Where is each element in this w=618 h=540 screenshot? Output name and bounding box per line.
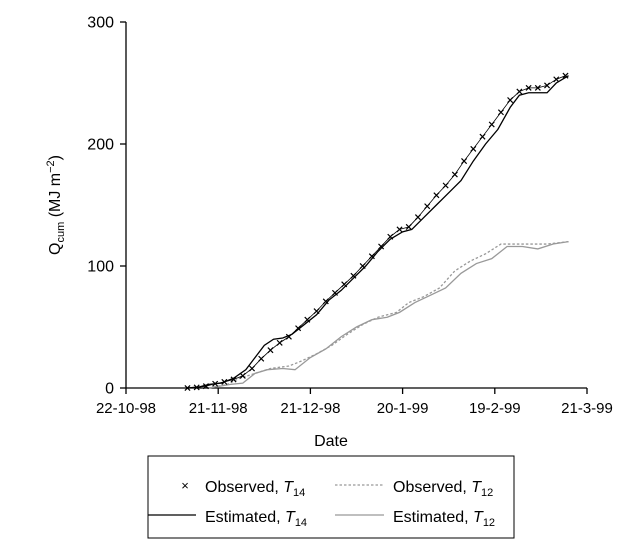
series-line-estimated-t14 [187,75,569,389]
data-point-cross [534,84,541,91]
legend-label-observed-t12: Observed, T12 [393,479,493,499]
data-point-cross [461,158,468,165]
data-point-cross [525,84,532,91]
x-tick-label: 20-1-99 [377,400,429,417]
data-point-cross [544,82,551,89]
data-point-cross [442,182,449,189]
axes [125,22,587,389]
x-tick-label: 21-11-98 [189,400,248,417]
data-point-cross [424,203,431,210]
data-point-cross [202,383,209,390]
legend-item-estimated-t14: Estimated, T14 [148,509,307,529]
x-tick-label: 21-12-98 [280,400,340,417]
data-point-cross [258,355,265,362]
data-point-cross [433,192,440,199]
legend-marker-cross: × [181,478,189,493]
legend-label-estimated-t12: Estimated, T12 [393,509,495,529]
legend-box [147,455,515,539]
legend-item-observed-t14: × Observed, T14 [181,478,305,499]
data-point-cross [331,289,339,296]
y-ticks: 0 100 200 300 [87,15,126,398]
data-point-cross [497,109,504,116]
data-point-cross [341,281,348,288]
data-point-cross [359,262,366,270]
data-point-cross [378,243,385,250]
y-tick-label: 100 [87,259,114,276]
data-point-cross [451,171,458,178]
y-tick-label: 200 [87,137,114,154]
legend-item-estimated-t12: Estimated, T12 [335,509,495,529]
data-point-cross [488,121,495,128]
data-point-cross [322,298,329,305]
series-line-observed-t12 [208,240,569,389]
data-point-cross [562,72,569,79]
y-tick-label: 300 [87,15,114,32]
data-point-cross [470,145,477,152]
data-point-cross [221,378,228,385]
data-point-cross [387,233,394,240]
data-point-cross [239,372,246,379]
legend-item-observed-t12: Observed, T12 [335,479,493,499]
data-point-cross [313,308,320,315]
data-point-cross [516,88,523,95]
x-tick-label: 21-3-99 [561,400,613,417]
data-point-cross [295,325,302,332]
data-point-cross [304,316,311,323]
data-point-cross [212,380,219,387]
x-tick-label: 19-2-99 [469,400,521,417]
x-axis-title: Date [314,433,348,450]
x-tick-label: 22-10-98 [96,400,156,417]
data-point-cross [285,333,292,340]
data-point-cross [414,214,421,221]
data-point-cross [405,223,412,230]
data-point-cross [350,272,357,279]
data-point-cross [276,339,283,346]
series-observed-t14 [184,72,569,392]
data-point-cross [248,365,256,372]
data-point-cross [368,253,375,260]
plot-area [184,72,569,392]
data-point-cross [184,384,191,392]
data-point-cross [507,97,514,104]
legend-label-estimated-t14: Estimated, T14 [205,509,307,529]
legend: × Observed, T14 Observed, T12 Estimated,… [147,455,515,539]
y-axis-title: Qcum (MJ m−2) [45,155,67,255]
series-line-estimated-t12 [208,240,569,389]
data-point-cross [396,226,403,233]
data-point-cross [479,133,486,140]
legend-label-observed-t14: Observed, T14 [205,479,305,499]
data-point-cross [193,384,200,391]
x-ticks: 22-10-98 21-11-98 21-12-98 20-1-99 19-2-99 21… [96,388,613,417]
y-tick-label: 0 [105,381,114,398]
series-line-observed-t14 [187,75,566,389]
data-point-cross [230,376,237,383]
data-point-cross [553,76,560,83]
data-point-cross [267,347,274,354]
